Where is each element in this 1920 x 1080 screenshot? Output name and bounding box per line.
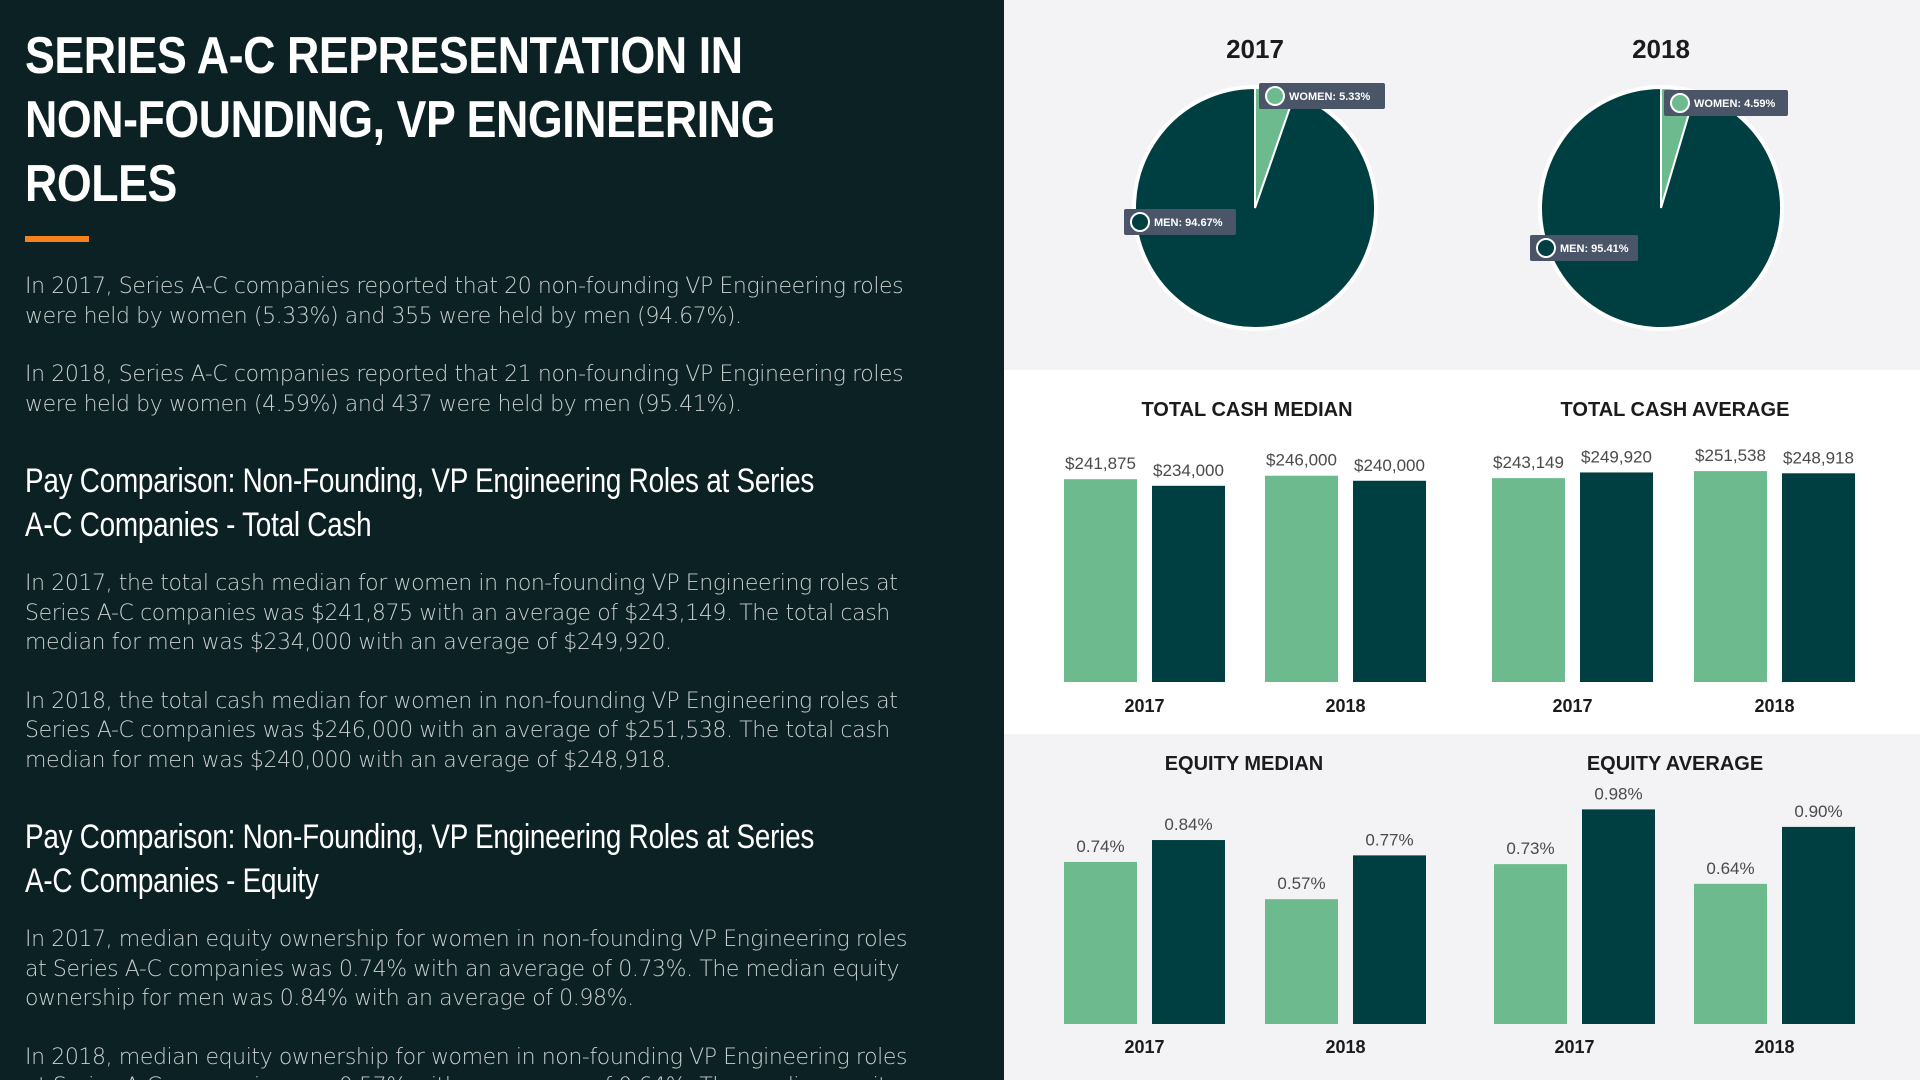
representation-2018-text: In 2018, Series A-C companies reported t…: [25, 362, 904, 417]
category-label-2018: 2018: [1754, 1037, 1794, 1057]
pie-tag-swatch: [1265, 86, 1285, 106]
category-label-2017: 2017: [1554, 1037, 1594, 1057]
bar-chart-title: TOTAL CASH AVERAGE: [1561, 399, 1790, 421]
bar-value-label: 0.57%: [1277, 874, 1325, 893]
category-label-2017: 2017: [1124, 696, 1164, 716]
bar-value-label: 0.74%: [1076, 837, 1124, 856]
bar-value-label: 0.90%: [1794, 802, 1842, 821]
bar-chart-title: EQUITY MEDIAN: [1165, 753, 1324, 775]
bar-value-label: 0.77%: [1365, 830, 1413, 849]
bar-value-label: $248,918: [1783, 448, 1854, 467]
pie-tag-swatch: [1670, 93, 1690, 113]
equity-2017-text: In 2017, median equity ownership for wom…: [25, 927, 908, 1011]
bar-chart-equity-average: EQUITY AVERAGE 0.73% 0.98% 2017 0.64% 0.90% 20…: [1494, 753, 1855, 1057]
pie-tag-bg: [1530, 235, 1638, 261]
total-cash-2017-text: In 2017, the total cash median for women…: [25, 571, 898, 655]
bar-value-label: 0.98%: [1594, 784, 1642, 803]
charts-svg: 2017 WOMEN: 5.33% MEN: 94.67% 2018 WOMEN: 4.…: [1064, 34, 1855, 1057]
equity-2018-text: In 2018, median equity ownership for wom…: [25, 1044, 908, 1080]
title-accent-bar: [25, 236, 89, 242]
bar-men-2018: [1353, 480, 1426, 682]
bar-chart-total-cash-average: TOTAL CASH AVERAGE $243,149 $249,920 2017 $2…: [1492, 399, 1855, 716]
bar-men-2017: [1152, 840, 1225, 1024]
bar-women-2018: [1265, 899, 1338, 1024]
bar-value-label: 0.73%: [1506, 839, 1554, 858]
total-cash-heading: Pay Comparison: Non-Founding, VP Enginee…: [25, 462, 815, 544]
bar-chart-total-cash-median: TOTAL CASH MEDIAN $241,875 $234,000 2017 $24…: [1064, 399, 1426, 716]
pie-slice-men: [1540, 86, 1782, 329]
bar-value-label: $240,000: [1354, 456, 1425, 475]
pie-tag-swatch: [1130, 212, 1150, 232]
bar-value-label: $241,875: [1065, 454, 1136, 473]
bar-men-2018: [1353, 855, 1426, 1024]
pie-tag-men: MEN: 94.67%: [1124, 209, 1236, 235]
pie-chart-2017: 2017 WOMEN: 5.33% MEN: 94.67%: [1124, 34, 1385, 331]
pie-tag-bg: [1664, 90, 1788, 116]
text-panel: SERIES A-C REPRESENTATION IN NON-FOUNDIN…: [0, 0, 1004, 1080]
bar-women-2018: [1265, 475, 1338, 682]
category-label-2017: 2017: [1552, 696, 1592, 716]
bar-men-2017: [1580, 472, 1653, 682]
category-label-2017: 2017: [1124, 1037, 1164, 1057]
bar-women-2017: [1064, 479, 1137, 682]
pie-tag-swatch: [1536, 238, 1556, 258]
category-label-2018: 2018: [1754, 696, 1794, 716]
pie-tag-bg: [1259, 83, 1385, 109]
pie-tag-women: WOMEN: 5.33%: [1259, 83, 1385, 109]
pie-tag-label: WOMEN: 4.59%: [1694, 98, 1776, 110]
pie-title: 2017: [1226, 34, 1284, 64]
pie-tag-men: MEN: 95.41%: [1530, 235, 1638, 261]
bar-value-label: $246,000: [1266, 451, 1337, 470]
bar-men-2018: [1782, 473, 1855, 682]
pie-slice-men: [1134, 86, 1376, 329]
pie-tag-label: WOMEN: 5.33%: [1289, 91, 1371, 103]
pie-title: 2018: [1632, 34, 1690, 64]
bar-women-2017: [1064, 861, 1137, 1024]
pie-tag-label: MEN: 95.41%: [1560, 243, 1629, 255]
bar-chart-equity-median: EQUITY MEDIAN 0.74% 0.84% 2017 0.57% 0.77% 201…: [1064, 753, 1426, 1057]
bar-value-label: 0.84%: [1164, 815, 1212, 834]
category-label-2018: 2018: [1325, 696, 1365, 716]
bar-women-2017: [1494, 864, 1567, 1024]
bar-men-2018: [1782, 826, 1855, 1024]
page-title: SERIES A-C REPRESENTATION IN NON-FOUNDIN…: [25, 27, 775, 213]
bar-women-2018: [1694, 471, 1767, 682]
pie-tag-label: MEN: 94.67%: [1154, 217, 1223, 229]
charts-panel: 2017 WOMEN: 5.33% MEN: 94.67% 2018 WOMEN: 4.…: [1004, 0, 1920, 1080]
pie-tag-women: WOMEN: 4.59%: [1664, 90, 1788, 116]
representation-2017-text: In 2017, Series A-C companies reported t…: [25, 274, 904, 329]
bar-value-label: $251,538: [1695, 446, 1766, 465]
equity-heading: Pay Comparison: Non-Founding, VP Enginee…: [25, 818, 815, 900]
bar-value-label: 0.64%: [1706, 859, 1754, 878]
category-label-2018: 2018: [1325, 1037, 1365, 1057]
total-cash-2018-text: In 2018, the total cash median for women…: [25, 688, 898, 773]
bar-value-label: $243,149: [1493, 453, 1564, 472]
bar-men-2017: [1152, 485, 1225, 682]
bar-women-2017: [1492, 478, 1565, 682]
bar-men-2017: [1582, 809, 1655, 1024]
bar-chart-title: TOTAL CASH MEDIAN: [1141, 399, 1352, 421]
bar-value-label: $249,920: [1581, 447, 1652, 466]
bar-value-label: $234,000: [1153, 461, 1224, 480]
pie-chart-2018: 2018 WOMEN: 4.59% MEN: 95.41%: [1530, 34, 1788, 331]
pie-tag-bg: [1124, 209, 1236, 235]
bar-chart-title: EQUITY AVERAGE: [1587, 753, 1763, 775]
bar-women-2018: [1694, 883, 1767, 1024]
